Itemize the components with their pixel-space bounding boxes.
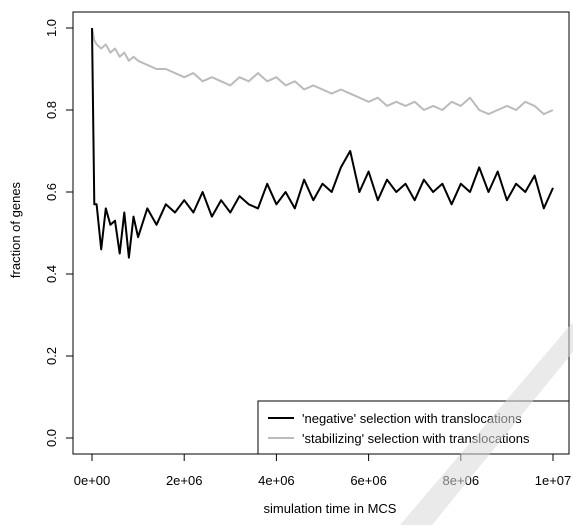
- x-tick-label: 0e+00: [74, 473, 111, 488]
- y-axis-label: fraction of genes: [8, 181, 23, 278]
- legend-label-negative: 'negative' selection with translocations: [302, 411, 522, 426]
- x-axis-label: simulation time in MCS: [264, 501, 397, 516]
- series-line-stabilizing: [91, 27, 554, 116]
- y-tick-label: 0.4: [44, 265, 59, 283]
- y-tick-label: 0.0: [44, 429, 59, 447]
- watermark-stripe: [400, 322, 573, 525]
- y-tick-label: 1.0: [44, 19, 59, 37]
- plot-frame: [72, 11, 570, 455]
- x-tick-label: 1e+07: [535, 473, 572, 488]
- series-layer: [91, 27, 554, 259]
- series-line-negative: [91, 27, 554, 259]
- x-tick-label: 2e+06: [166, 473, 203, 488]
- y-tick-label: 0.8: [44, 101, 59, 119]
- x-tick-label: 4e+06: [258, 473, 295, 488]
- y-tick-label: 0.2: [44, 347, 59, 365]
- x-tick-label: 6e+06: [350, 473, 387, 488]
- y-tick-label: 0.6: [44, 183, 59, 201]
- y-axis-ticks: 0.0 0.2 0.4 0.6 0.8 1.0: [44, 19, 73, 447]
